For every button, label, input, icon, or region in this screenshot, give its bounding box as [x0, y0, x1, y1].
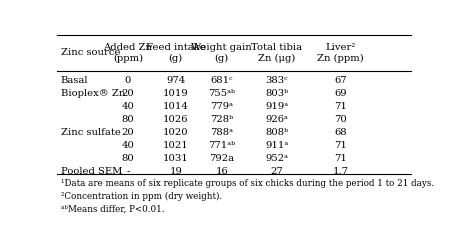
- Text: Pooled SEM: Pooled SEM: [61, 167, 122, 176]
- Text: 771ᵃᵇ: 771ᵃᵇ: [208, 141, 235, 150]
- Text: Zinc source: Zinc source: [61, 48, 120, 57]
- Text: ²Concentration in ppm (dry weight).: ²Concentration in ppm (dry weight).: [61, 191, 222, 200]
- Text: 974: 974: [166, 76, 186, 85]
- Text: 383ᶜ: 383ᶜ: [266, 76, 288, 85]
- Text: 681ᶜ: 681ᶜ: [211, 76, 233, 85]
- Text: 70: 70: [334, 115, 347, 124]
- Text: 919ᵃ: 919ᵃ: [265, 102, 288, 111]
- Text: Total tibia
Zn (μg): Total tibia Zn (μg): [251, 43, 302, 63]
- Text: Basal: Basal: [61, 76, 88, 85]
- Text: 808ᵇ: 808ᵇ: [265, 128, 288, 137]
- Text: 20: 20: [122, 128, 134, 137]
- Text: 728ᵇ: 728ᵇ: [210, 115, 234, 124]
- Text: Feed intake
(g): Feed intake (g): [146, 43, 206, 63]
- Text: Weight gain
(g): Weight gain (g): [191, 43, 252, 63]
- Text: 1021: 1021: [163, 141, 189, 150]
- Text: 1019: 1019: [163, 89, 189, 98]
- Text: 71: 71: [334, 141, 347, 150]
- Text: 16: 16: [215, 167, 228, 176]
- Text: 71: 71: [334, 102, 347, 111]
- Text: 71: 71: [334, 154, 347, 163]
- Text: Liver²
Zn (ppm): Liver² Zn (ppm): [317, 43, 364, 63]
- Text: ¹Data are means of six replicate groups of six chicks during the period 1 to 21 : ¹Data are means of six replicate groups …: [61, 178, 434, 187]
- Text: 1014: 1014: [163, 102, 189, 111]
- Text: 0: 0: [125, 76, 131, 85]
- Text: 40: 40: [122, 102, 134, 111]
- Text: Zinc sulfate: Zinc sulfate: [61, 128, 121, 137]
- Text: 19: 19: [170, 167, 182, 176]
- Text: 67: 67: [334, 76, 347, 85]
- Text: 911ᵃ: 911ᵃ: [265, 141, 288, 150]
- Text: 755ᵃᵇ: 755ᵃᵇ: [208, 89, 235, 98]
- Text: Added Zn
(ppm): Added Zn (ppm): [103, 43, 153, 63]
- Text: 952ᵃ: 952ᵃ: [265, 154, 288, 163]
- Text: 68: 68: [334, 128, 347, 137]
- Text: 1.7: 1.7: [332, 167, 349, 176]
- Text: ᵃᵇMeans differ, P<0.01.: ᵃᵇMeans differ, P<0.01.: [61, 204, 164, 213]
- Text: 20: 20: [122, 89, 134, 98]
- Text: 803ᵇ: 803ᵇ: [265, 89, 288, 98]
- Text: 40: 40: [122, 141, 134, 150]
- Text: 779ᵃ: 779ᵃ: [210, 102, 234, 111]
- Text: 926ᵃ: 926ᵃ: [265, 115, 288, 124]
- Text: -: -: [126, 167, 130, 176]
- Text: 1031: 1031: [163, 154, 189, 163]
- Text: Bioplex® Zn: Bioplex® Zn: [61, 89, 125, 98]
- Text: 1026: 1026: [163, 115, 189, 124]
- Text: 69: 69: [334, 89, 347, 98]
- Text: 27: 27: [271, 167, 283, 176]
- Text: 788ᵃ: 788ᵃ: [210, 128, 234, 137]
- Text: 80: 80: [122, 154, 134, 163]
- Text: 792a: 792a: [209, 154, 234, 163]
- Text: 1020: 1020: [163, 128, 189, 137]
- Text: 80: 80: [122, 115, 134, 124]
